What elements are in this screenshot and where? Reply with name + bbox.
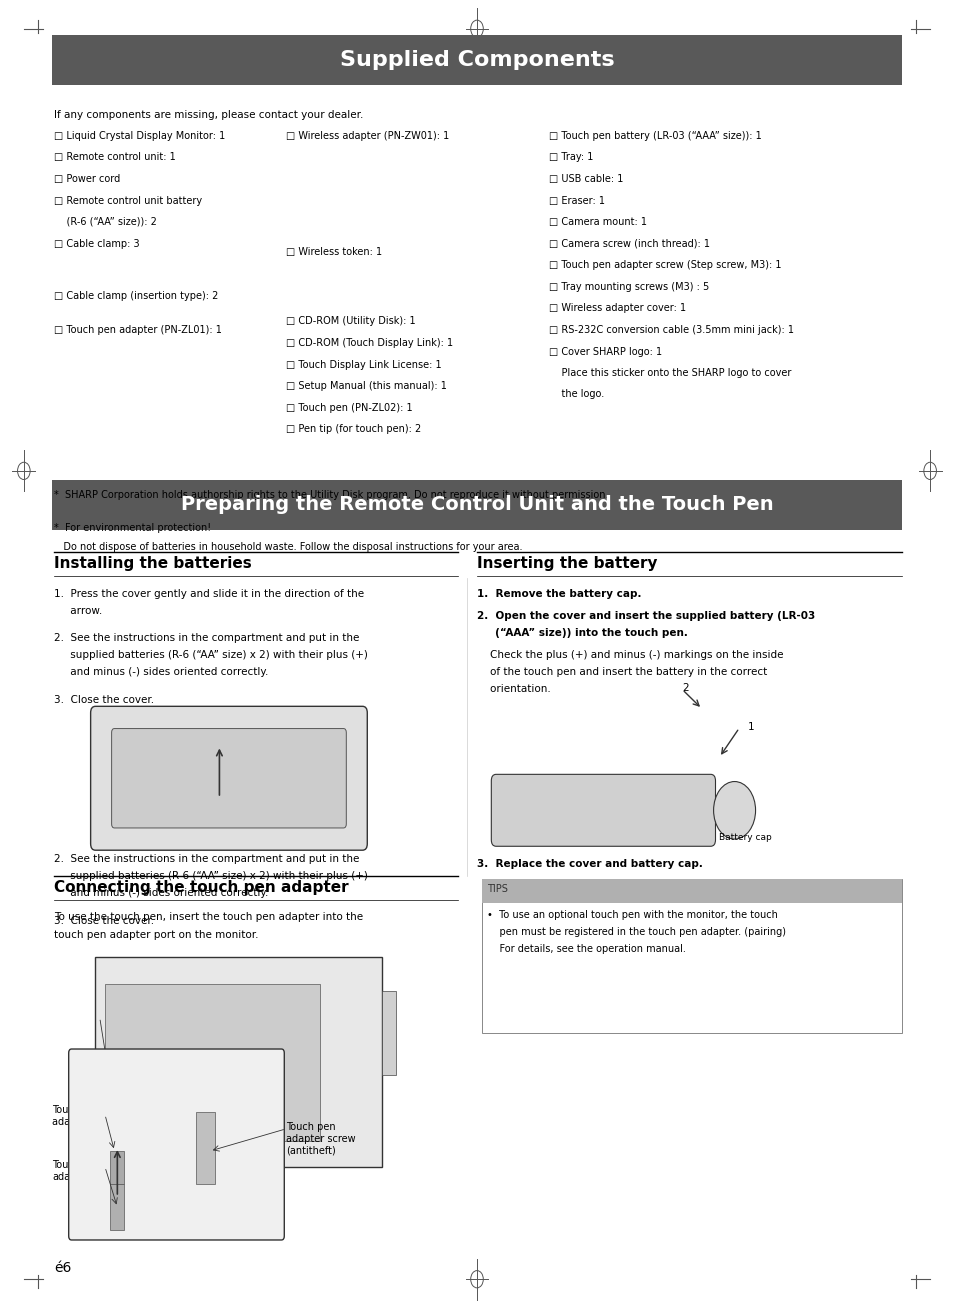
Text: Touch pen
adapter screw
(antitheft): Touch pen adapter screw (antitheft) [286,1122,355,1155]
Text: 2: 2 [681,683,688,693]
Text: □ Pen tip (for touch pen): 2: □ Pen tip (for touch pen): 2 [286,424,421,434]
Text: 2.  See the instructions in the compartment and put in the: 2. See the instructions in the compartme… [54,633,359,644]
Text: □ Touch Display Link License: 1: □ Touch Display Link License: 1 [286,360,441,370]
Text: □ Wireless adapter (PN-ZW01): 1: □ Wireless adapter (PN-ZW01): 1 [286,131,449,141]
Text: 2.  Open the cover and insert the supplied battery (LR-03: 2. Open the cover and insert the supplie… [476,611,815,621]
Text: arrow.: arrow. [54,606,103,616]
Text: □ CD-ROM (Utility Disk): 1: □ CD-ROM (Utility Disk): 1 [286,317,416,327]
Text: □ Touch pen adapter screw (Step screw, M3): 1: □ Touch pen adapter screw (Step screw, M… [548,260,781,271]
Text: □ Liquid Crystal Display Monitor: 1: □ Liquid Crystal Display Monitor: 1 [54,131,226,141]
Text: □ Camera screw (inch thread): 1: □ Camera screw (inch thread): 1 [548,238,709,249]
FancyBboxPatch shape [112,729,346,828]
Text: □ RS-232C conversion cable (3.5mm mini jack): 1: □ RS-232C conversion cable (3.5mm mini j… [548,324,793,335]
Text: •  To use an optional touch pen with the monitor, the touch: • To use an optional touch pen with the … [486,910,777,921]
Text: (R-6 (“AA” size)): 2: (R-6 (“AA” size)): 2 [54,216,157,226]
Text: 3.  Close the cover.: 3. Close the cover. [54,916,154,926]
Text: the logo.: the logo. [548,388,603,399]
Text: (“AAA” size)) into the touch pen.: (“AAA” size)) into the touch pen. [476,628,687,638]
Text: Battery cap: Battery cap [719,833,771,842]
Bar [381,991,395,1075]
Text: □ Cable clamp (insertion type): 2: □ Cable clamp (insertion type): 2 [54,290,218,301]
Text: □ Eraser: 1: □ Eraser: 1 [548,195,604,205]
Text: 1.  Press the cover gently and slide it in the direction of the: 1. Press the cover gently and slide it i… [54,589,364,599]
FancyBboxPatch shape [91,706,367,850]
Text: Supplied Components: Supplied Components [339,50,614,71]
Text: □ Power cord: □ Power cord [54,174,120,184]
Text: □ Setup Manual (this manual): 1: □ Setup Manual (this manual): 1 [286,381,447,391]
Text: 3.  Close the cover.: 3. Close the cover. [54,695,154,705]
Text: *  For environmental protection!: * For environmental protection! [54,523,212,534]
Text: 1: 1 [747,722,754,732]
Text: orientation.: orientation. [476,684,550,695]
Text: □ Tray: 1: □ Tray: 1 [548,152,593,162]
Text: □ Touch pen (PN-ZL02): 1: □ Touch pen (PN-ZL02): 1 [286,403,413,413]
Text: and minus (-) sides oriented correctly.: and minus (-) sides oriented correctly. [54,888,269,899]
Text: supplied batteries (R-6 (“AA” size) x 2) with their plus (+): supplied batteries (R-6 (“AA” size) x 2)… [54,871,368,882]
Text: *  SHARP Corporation holds authorship rights to the Utility Disk program. Do not: * SHARP Corporation holds authorship rig… [54,490,608,501]
Text: □ Touch pen adapter (PN-ZL01): 1: □ Touch pen adapter (PN-ZL01): 1 [54,324,222,335]
Text: 3.  Replace the cover and battery cap.: 3. Replace the cover and battery cap. [476,859,702,870]
Text: Touch pen
adapter port: Touch pen adapter port [52,1105,113,1127]
Text: □ Wireless adapter cover: 1: □ Wireless adapter cover: 1 [548,303,685,314]
Text: 1.  Remove the battery cap.: 1. Remove the battery cap. [476,589,640,599]
Text: touch pen adapter port on the monitor.: touch pen adapter port on the monitor. [54,930,258,940]
Text: Inserting the battery: Inserting the battery [476,556,657,570]
Text: □ USB cable: 1: □ USB cable: 1 [548,174,622,184]
Text: To use the touch pen, insert the touch pen adapter into the: To use the touch pen, insert the touch p… [54,912,363,922]
Text: Place this sticker onto the SHARP logo to cover: Place this sticker onto the SHARP logo t… [548,368,790,378]
Text: TIPS: TIPS [486,884,507,895]
Text: of the touch pen and insert the battery in the correct: of the touch pen and insert the battery … [476,667,766,678]
Text: Do not dispose of batteries in household waste. Follow the disposal instructions: Do not dispose of batteries in household… [54,542,522,552]
Text: □ Cable clamp: 3: □ Cable clamp: 3 [54,238,140,249]
Bar [95,957,381,1167]
Bar [105,984,319,1141]
Text: é6: é6 [54,1261,71,1275]
FancyBboxPatch shape [52,35,901,85]
FancyBboxPatch shape [52,480,901,530]
Bar [195,1112,214,1184]
Text: Connecting the touch pen adapter: Connecting the touch pen adapter [54,880,349,895]
FancyBboxPatch shape [69,1049,284,1240]
Bar [481,879,901,903]
Text: □ Tray mounting screws (M3) : 5: □ Tray mounting screws (M3) : 5 [548,281,708,292]
Text: supplied batteries (R-6 (“AA” size) x 2) with their plus (+): supplied batteries (R-6 (“AA” size) x 2)… [54,650,368,661]
Bar [110,1151,124,1184]
Text: □ Wireless token: 1: □ Wireless token: 1 [286,247,382,258]
Text: For details, see the operation manual.: For details, see the operation manual. [486,944,684,955]
Text: 2.  See the instructions in the compartment and put in the: 2. See the instructions in the compartme… [54,854,359,865]
Text: Check the plus (+) and minus (-) markings on the inside: Check the plus (+) and minus (-) marking… [476,650,782,661]
Text: □ Touch pen battery (LR-03 (“AAA” size)): 1: □ Touch pen battery (LR-03 (“AAA” size))… [548,131,760,141]
Circle shape [713,781,755,840]
Text: □ Cover SHARP logo: 1: □ Cover SHARP logo: 1 [548,347,661,357]
Text: Preparing the Remote Control Unit and the Touch Pen: Preparing the Remote Control Unit and th… [180,496,773,514]
Text: □ Camera mount: 1: □ Camera mount: 1 [548,217,646,228]
Text: □ CD-ROM (Touch Display Link): 1: □ CD-ROM (Touch Display Link): 1 [286,337,453,348]
Text: and minus (-) sides oriented correctly.: and minus (-) sides oriented correctly. [54,667,269,678]
Text: Installing the batteries: Installing the batteries [54,556,252,570]
Text: Touch pen
adaptor: Touch pen adaptor [52,1160,102,1182]
Text: If any components are missing, please contact your dealer.: If any components are missing, please co… [54,110,363,120]
Bar [110,1184,124,1230]
FancyBboxPatch shape [491,774,715,846]
Text: □ Remote control unit battery: □ Remote control unit battery [54,195,202,205]
Text: pen must be registered in the touch pen adapter. (pairing): pen must be registered in the touch pen … [486,927,784,938]
Text: □ Remote control unit: 1: □ Remote control unit: 1 [54,152,176,162]
